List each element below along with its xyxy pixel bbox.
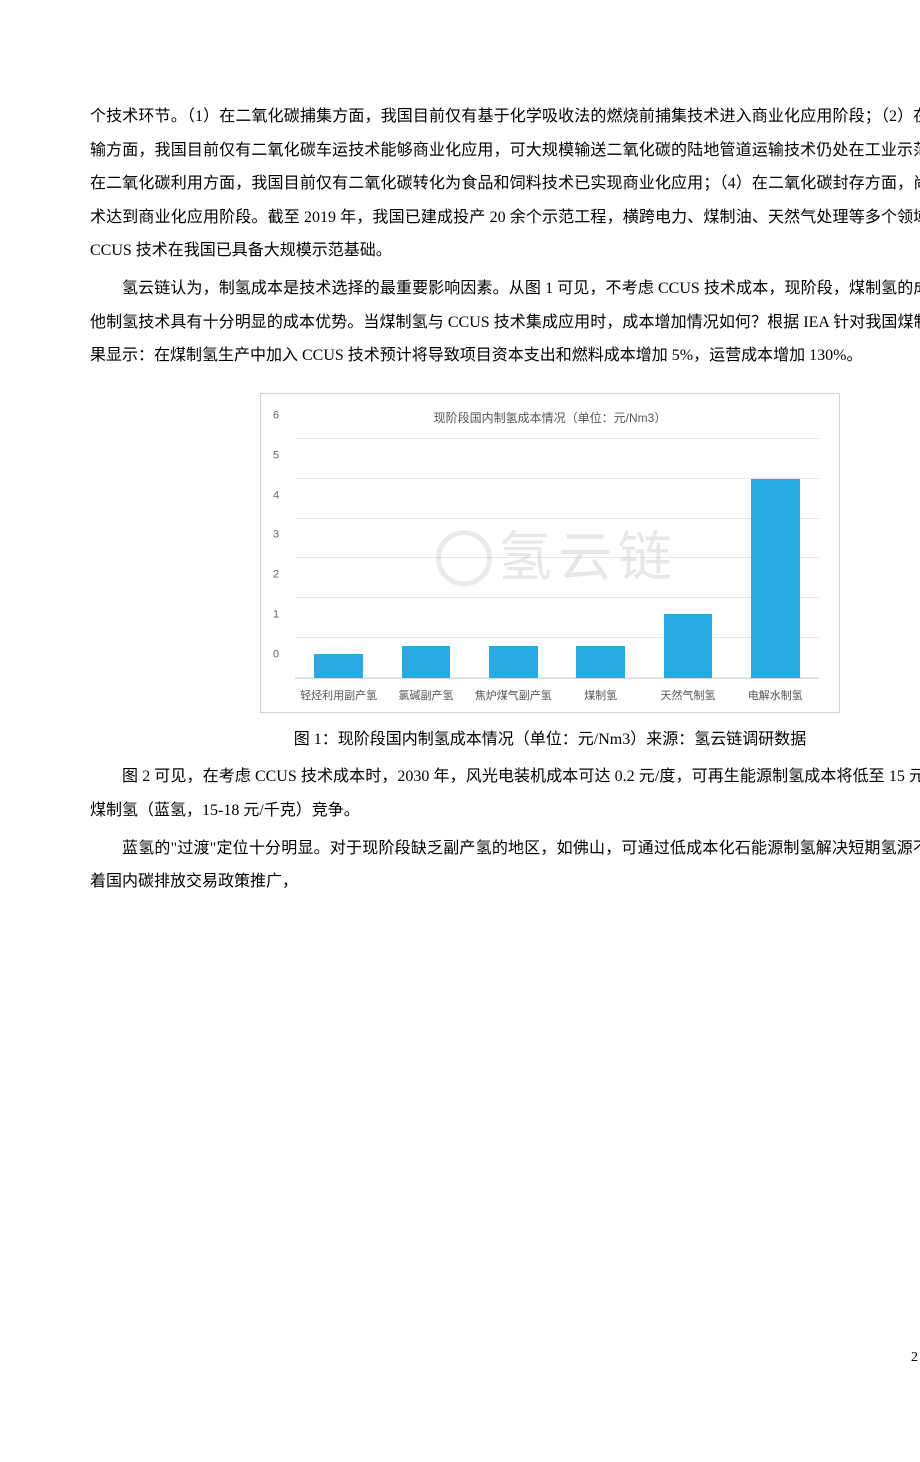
paragraph-1: 个技术环节。（1）在二氧化碳捕集方面，我国目前仅有基于化学吸收法的燃烧前捕集技术… [90,100,920,268]
chart-bar-slot [644,439,731,678]
chart-y-tick-label: 3 [273,524,279,547]
chart-y-tick-label: 0 [273,643,279,666]
chart-bar-slot [732,439,819,678]
paragraph-2: 氢云链认为，制氢成本是技术选择的最重要影响因素。从图 1 可见，不考虑 CCUS… [90,272,920,373]
chart-bar [664,614,713,678]
chart-x-tick-label: 轻烃利用副产氢 [295,685,382,708]
paragraph-4: 蓝氢的"过渡"定位十分明显。对于现阶段缺乏副产氢的地区，如佛山，可通过低成本化石… [90,832,920,899]
chart-bar-slot [470,439,557,678]
chart-y-tick-label: 5 [273,444,279,467]
chart-y-tick-label: 1 [273,603,279,626]
chart-bar [402,646,451,678]
chart-x-tick-label: 焦炉煤气副产氢 [470,685,557,708]
figure-1-caption: 图 1：现阶段国内制氢成本情况（单位：元/Nm3）来源：氢云链调研数据 [90,723,920,757]
chart-x-tick-label: 天然气制氢 [644,685,731,708]
chart-plot-area: 氢云链 0123456 [295,439,819,679]
chart-x-tick-label: 电解水制氢 [732,685,819,708]
chart-x-tick-label: 煤制氢 [557,685,644,708]
chart-bar [576,646,625,678]
chart-bar-slot [557,439,644,678]
chart-bar-slot [382,439,469,678]
chart-bar [751,479,800,678]
chart-bar [489,646,538,678]
chart-bar-slot [295,439,382,678]
chart-y-tick-label: 6 [273,404,279,427]
chart-bar [314,654,363,678]
cost-chart: 现阶段国内制氢成本情况（单位：元/Nm3） 氢云链 0123456 轻烃利用副产… [260,393,840,713]
chart-x-tick-label: 氯碱副产氢 [382,685,469,708]
chart-y-tick-label: 4 [273,484,279,507]
page-number: 2 [911,1343,918,1372]
chart-title: 现阶段国内制氢成本情况（单位：元/Nm3） [271,406,829,431]
chart-y-tick-label: 2 [273,564,279,587]
paragraph-3: 图 2 可见，在考虑 CCUS 技术成本时，2030 年，风光电装机成本可达 0… [90,760,920,827]
